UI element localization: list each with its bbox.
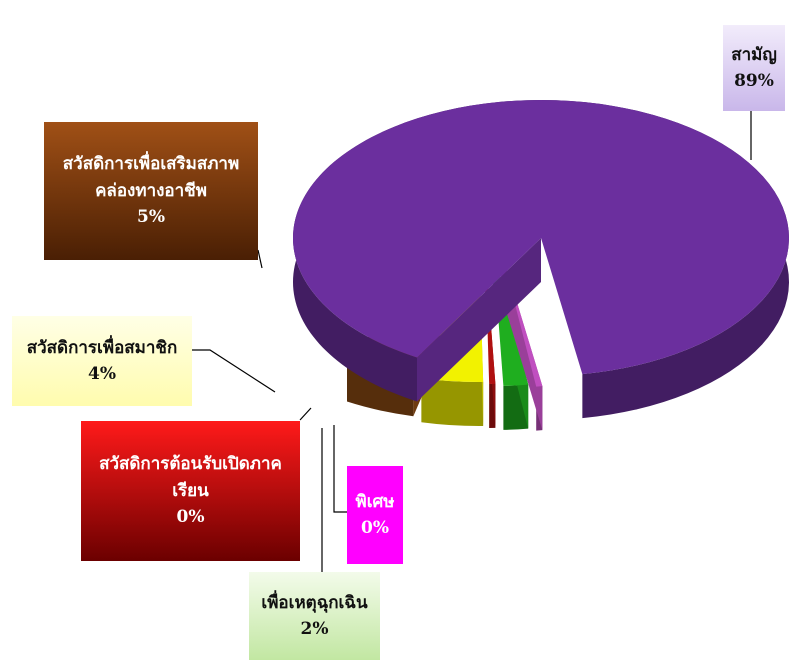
label-semester-welfare-value: 0% (176, 507, 205, 528)
label-welfare-career-line2: คล่องทางอาชีพ (95, 180, 207, 201)
label-member-welfare: สวัสดิการเพื่อสมาชิก 4% (12, 316, 192, 406)
label-saman-name: สามัญ (731, 44, 777, 65)
label-semester-welfare-line1: สวัสดิการต้อนรับเปิดภาค (99, 454, 282, 475)
label-semester-welfare: สวัสดิการต้อนรับเปิดภาค เรียน 0% (81, 421, 300, 561)
label-emergency: เพื่อเหตุฉุกเฉิน 2% (249, 572, 380, 660)
leader-line-member-welfare (192, 349, 276, 393)
label-welfare-career-value: 5% (137, 207, 165, 228)
leader-lines (192, 111, 752, 572)
label-special-name: พิเศษ (355, 491, 395, 512)
label-saman: สามัญ 89% (723, 25, 785, 111)
slice-saman (292, 100, 789, 375)
label-emergency-value: 2% (300, 619, 329, 639)
leader-line-special (333, 425, 347, 513)
leader-line-semester-welfare (299, 407, 312, 421)
pie-slices (292, 100, 789, 431)
label-welfare-career: สวัสดิการเพื่อเสริมสภาพ คล่องทางอาชีพ 5% (44, 122, 258, 260)
label-semester-welfare-line2: เรียน (172, 480, 209, 501)
label-welfare-career-line1: สวัสดิการเพื่อเสริมสภาพ (62, 154, 240, 175)
label-saman-value: 89% (734, 71, 774, 91)
label-member-welfare-value: 4% (88, 364, 116, 384)
slice-side-member-welfare (421, 378, 484, 426)
leader-line-welfare-career (257, 249, 263, 269)
label-special: พิเศษ 0% (347, 466, 403, 564)
slice-face-saman (417, 238, 541, 402)
label-emergency-name: เพื่อเหตุฉุกเฉิน (261, 592, 368, 613)
label-member-welfare-name: สวัสดิการเพื่อสมาชิก (26, 337, 178, 358)
label-special-value: 0% (361, 518, 389, 538)
